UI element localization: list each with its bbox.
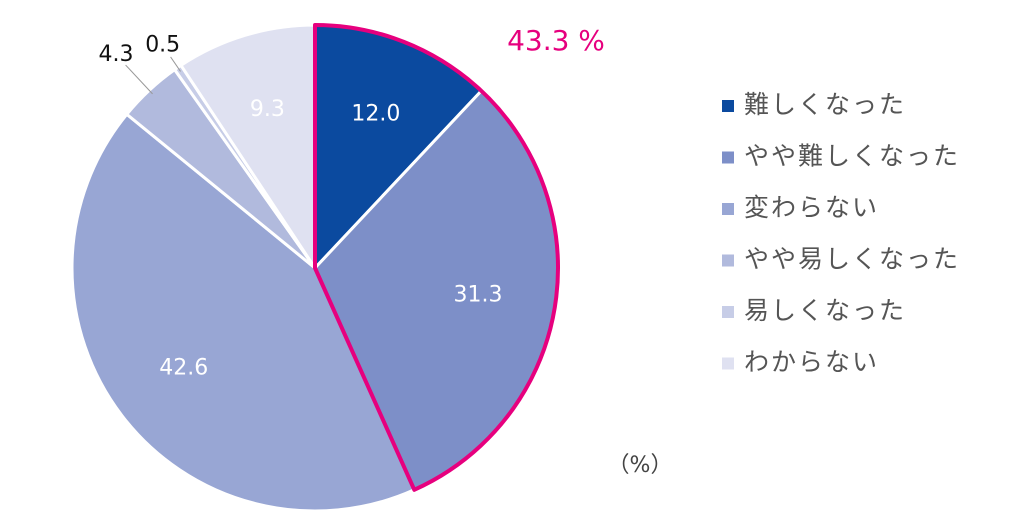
legend-label: やや易しくなった: [744, 245, 960, 274]
legend-swatch: [722, 151, 734, 164]
legend-swatch: [722, 357, 734, 370]
data-label: 12.0: [351, 101, 400, 126]
data-label: 9.3: [250, 97, 285, 122]
leader-line: [125, 64, 153, 95]
legend-label: やや難しくなった: [744, 142, 960, 171]
legend-swatch: [722, 100, 734, 112]
legend-swatch: [722, 306, 734, 318]
legend-label: 難しくなった: [744, 90, 906, 119]
data-label: 31.3: [453, 282, 502, 307]
unit-label: （%）: [608, 453, 673, 478]
legend-label: わからない: [744, 348, 879, 377]
annotation: 43.3 %: [507, 24, 605, 57]
legend-swatch: [722, 254, 734, 267]
legend-swatch: [722, 203, 734, 215]
pie-slice: [70, 112, 417, 513]
data-label: 42.6: [159, 355, 208, 380]
data-label: 0.5: [145, 32, 180, 57]
legend-label: 変わらない: [744, 193, 879, 222]
legend-label: 易しくなった: [744, 296, 906, 325]
leader-line: [170, 56, 181, 72]
data-label: 4.3: [99, 42, 134, 67]
pie-slice: [178, 23, 317, 273]
highlight-outline: [313, 23, 560, 492]
